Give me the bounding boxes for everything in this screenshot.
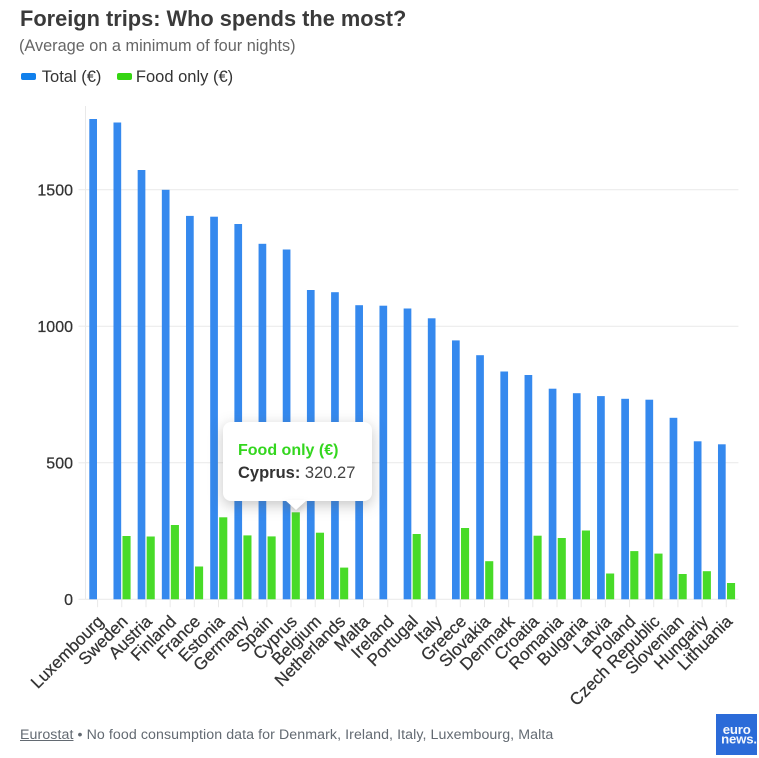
svg-text:1000: 1000 [37, 319, 73, 336]
svg-text:0: 0 [64, 592, 73, 609]
svg-text:euro: euro [722, 722, 750, 737]
svg-text:news.: news. [721, 732, 757, 747]
svg-text:1500: 1500 [37, 182, 73, 199]
svg-text:500: 500 [46, 456, 73, 473]
